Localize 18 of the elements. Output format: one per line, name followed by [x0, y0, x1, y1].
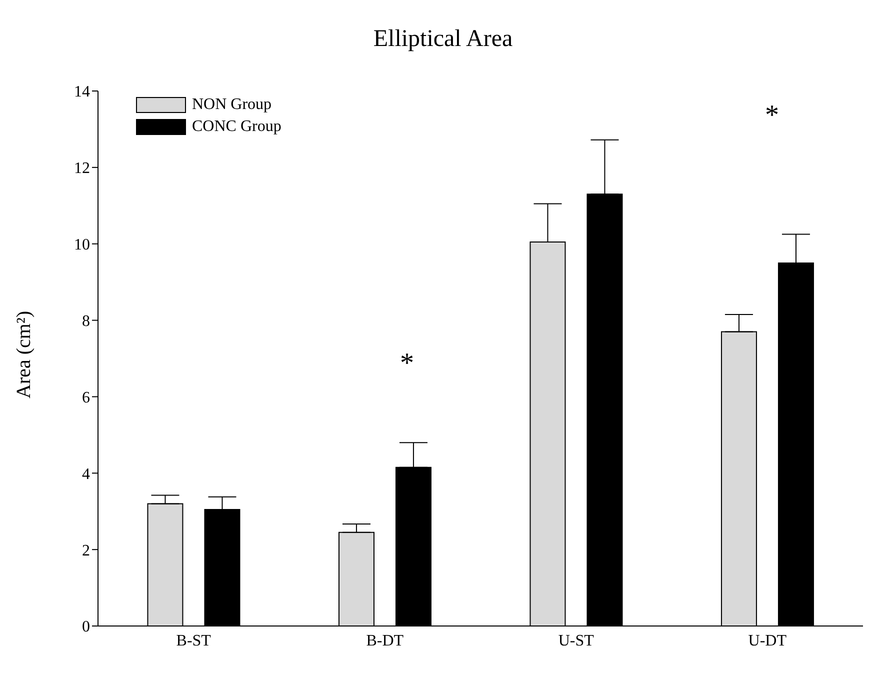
annotation: *: [765, 100, 779, 132]
x-tick-label: U-DT: [748, 632, 787, 650]
x-tick-label: B-ST: [176, 632, 212, 650]
chart-title: Elliptical Area: [372, 25, 514, 54]
annotation: *: [400, 348, 414, 380]
y-tick-label: 14: [74, 84, 90, 101]
y-tick-label: 4: [82, 466, 90, 483]
y-tick-label: 12: [74, 160, 90, 178]
x-tick-label: U-ST: [558, 632, 594, 650]
y-tick-label: 2: [82, 542, 90, 560]
legend-label: CONC Group: [192, 118, 282, 136]
y-axis-title: Area (cm²): [13, 310, 36, 398]
y-tick-label: 6: [82, 389, 90, 406]
legend-label: NON Group: [192, 96, 272, 114]
y-tick-label: 0: [82, 618, 90, 636]
x-tick-label: B-DT: [366, 632, 404, 650]
y-tick-label: 8: [82, 312, 90, 330]
y-tick-label: 10: [74, 236, 90, 254]
